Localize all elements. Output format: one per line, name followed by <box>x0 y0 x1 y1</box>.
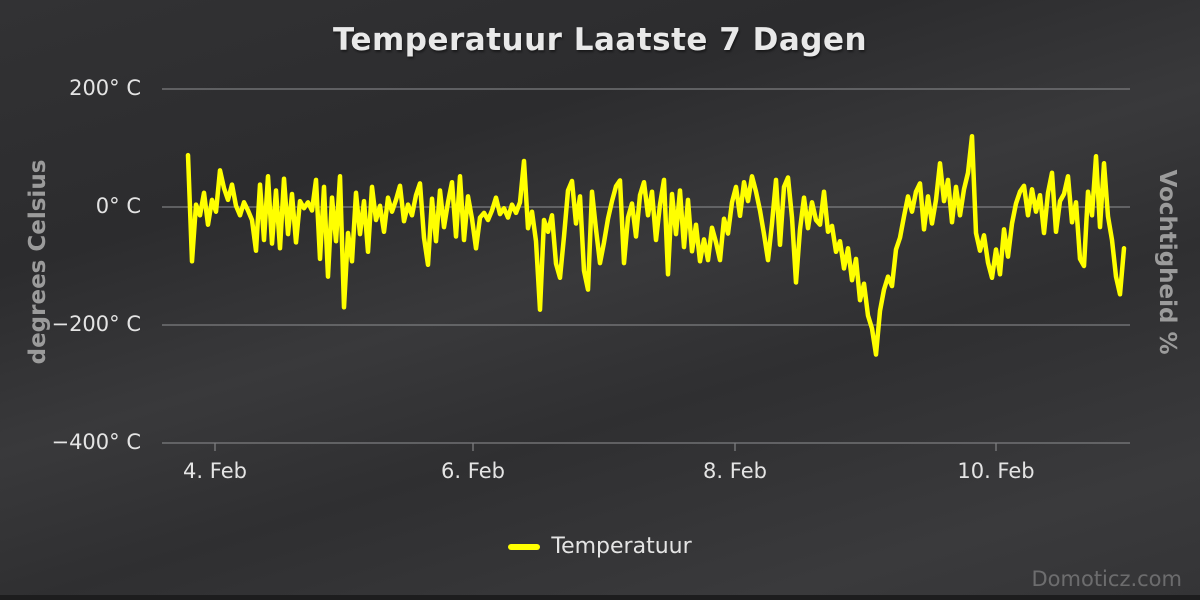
y-axis-tick-label: 200° C <box>69 76 141 100</box>
legend-label: Temperatuur <box>551 534 692 559</box>
legend-item-temperatuur[interactable]: Temperatuur <box>0 534 1200 559</box>
y2-axis-title: Vochtigheid % <box>1154 169 1180 355</box>
bottom-edge-strip <box>0 595 1200 600</box>
temperature-series-line[interactable] <box>185 133 1127 357</box>
x-axis-tick-label: 10. Feb <box>957 459 1035 483</box>
domoticz-credits-link[interactable]: Domoticz.com <box>1031 567 1183 591</box>
x-axis-tick-label: 8. Feb <box>703 459 767 483</box>
y-axis-tick-label: −200° C <box>51 312 141 336</box>
y-axis-tick-label: −400° C <box>51 430 141 454</box>
x-axis-tick-label: 6. Feb <box>441 459 505 483</box>
y-axis-tick-label: 0° C <box>95 194 141 218</box>
legend-line-swatch <box>508 543 541 550</box>
x-axis-tick-label: 4. Feb <box>183 459 247 483</box>
chart-title: Temperatuur Laatste 7 Dagen <box>332 22 868 58</box>
